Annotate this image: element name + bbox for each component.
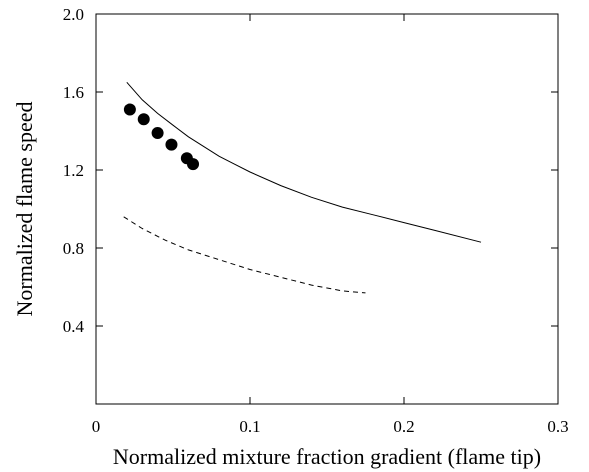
data-point	[123, 103, 136, 116]
solid-series-line	[126, 81, 482, 243]
y-tick-label: 1.2	[63, 161, 84, 180]
y-axis-title: Normalized flame speed	[12, 101, 37, 316]
x-tick-label: 0.3	[547, 417, 568, 436]
x-axis-title: Normalized mixture fraction gradient (fl…	[113, 444, 541, 469]
data-point	[137, 113, 150, 126]
tick-labels: 0 0.1 0.2 0.3 0.4 0.8 1.2 1.6 2.0	[63, 5, 569, 436]
series-layer	[123, 81, 482, 294]
axis-ticks	[95, 13, 559, 404]
x-tick-label: 0.2	[393, 417, 414, 436]
x-tick-label: 0.1	[239, 417, 260, 436]
dashed-series-line	[123, 216, 366, 294]
y-tick-label: 2.0	[63, 5, 84, 24]
y-tick-label: 0.4	[63, 317, 85, 336]
data-point	[165, 138, 178, 151]
plot-frame	[95, 13, 559, 405]
y-tick-label: 1.6	[63, 83, 84, 102]
y-tick-label: 0.8	[63, 239, 84, 258]
x-tick-label: 0	[92, 417, 101, 436]
data-point	[151, 126, 164, 139]
data-point	[187, 158, 200, 171]
